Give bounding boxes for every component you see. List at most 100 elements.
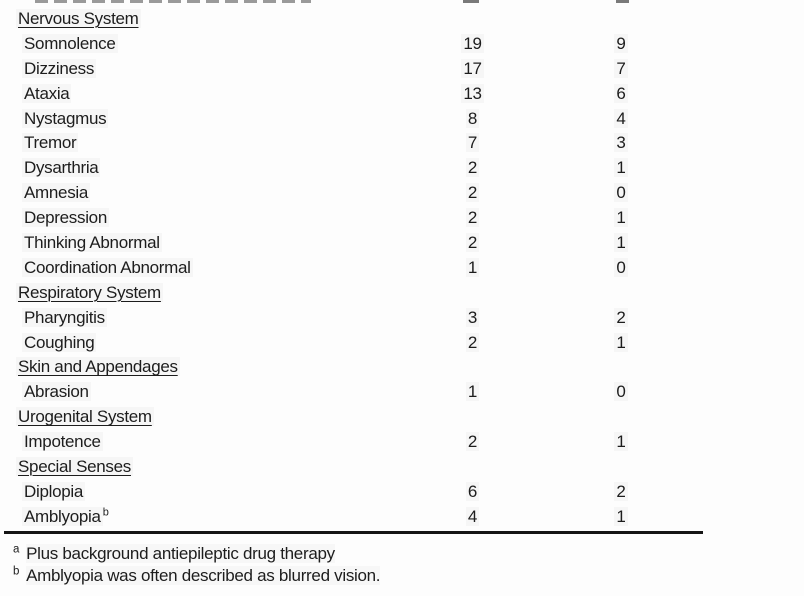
event-label-cell: Diplopia [4, 481, 396, 501]
count-value: 19 [461, 33, 484, 53]
count-cell-c2: 7 [549, 58, 693, 78]
count-cell-c1: 17 [396, 58, 549, 78]
table-rows: Nervous System Somnolence 19 9 Dizziness 17 7 A… [4, 6, 704, 529]
count-cell-c1: 6 [396, 481, 549, 501]
count-value: 3 [465, 307, 480, 327]
section-label: Nervous System [16, 8, 141, 28]
event-row: Impotence 2 1 [4, 429, 704, 454]
count-value: 2 [614, 481, 628, 501]
event-label: Coughing [22, 332, 97, 352]
count-cell-c1: 8 [396, 108, 549, 128]
event-row: Somnolence 19 9 [4, 31, 704, 56]
count-cell-c2: 1 [549, 432, 693, 452]
event-label-cell: Impotence [4, 432, 396, 452]
event-label: Thinking Abnormal [22, 232, 162, 252]
event-label: Pharyngitis [22, 307, 107, 327]
count-cell-c1: 13 [396, 83, 549, 103]
count-value: 1 [465, 382, 480, 402]
footnote-marker: b [13, 565, 20, 578]
count-cell-c1: 3 [396, 307, 549, 327]
section-row: Skin and Appendages [4, 354, 704, 379]
count-cell-c2: 3 [549, 133, 693, 153]
count-value: 13 [461, 83, 484, 103]
count-cell-c1: 2 [396, 432, 549, 452]
event-label-cell: Amnesia [4, 183, 396, 203]
count-cell-c2: 1 [549, 158, 693, 178]
count-value: 4 [614, 108, 628, 128]
section-label-cell: Urogenital System [4, 407, 396, 427]
event-label-cell: Coordination Abnormal [4, 257, 396, 277]
count-cell-c1: 2 [396, 208, 549, 228]
event-label-cell: Coughing [4, 332, 396, 352]
event-row: Tremor 7 3 [4, 130, 704, 155]
footnote-text: Plus background antiepileptic drug thera… [26, 543, 335, 563]
event-label: Coordination Abnormal [22, 257, 193, 277]
event-row: Coordination Abnormal 1 0 [4, 255, 704, 280]
event-label: Diplopia [22, 481, 86, 501]
section-label: Respiratory System [16, 282, 163, 302]
cropped-text-remnant [35, 0, 311, 3]
count-value: 2 [614, 307, 628, 327]
event-row: Pharyngitis 3 2 [4, 305, 704, 330]
event-label-cell: Tremor [4, 133, 396, 153]
count-value: 2 [465, 332, 480, 352]
event-label: Dysarthria [22, 158, 101, 178]
event-row: Dysarthria 2 1 [4, 155, 704, 180]
event-row: Coughing 2 1 [4, 330, 704, 355]
count-value: 4 [465, 506, 480, 526]
event-label: Amnesia [22, 183, 91, 203]
event-label-cell: Somnolence [4, 33, 396, 53]
event-row: Abrasion 1 0 [4, 379, 704, 404]
count-value: 1 [614, 158, 628, 178]
count-value: 1 [614, 506, 628, 526]
count-value: 2 [465, 158, 480, 178]
count-value: 7 [614, 58, 628, 78]
event-label-cell: Abrasion [4, 382, 396, 402]
event-label-cell: Dizziness [4, 58, 396, 78]
count-cell-c1: 7 [396, 133, 549, 153]
count-cell-c2: 4 [549, 108, 693, 128]
event-row: Diplopia 6 2 [4, 479, 704, 504]
count-value: 1 [614, 432, 628, 452]
section-label-cell: Special Senses [4, 456, 396, 476]
section-row: Urogenital System [4, 404, 704, 429]
count-value: 2 [465, 232, 480, 252]
count-value: 2 [465, 208, 480, 228]
count-cell-c2: 2 [549, 307, 693, 327]
event-row: Thinking Abnormal 2 1 [4, 230, 704, 255]
count-value: 17 [461, 58, 484, 78]
event-row: Depression 2 1 [4, 205, 704, 230]
count-cell-c1: 19 [396, 33, 549, 53]
count-value: 0 [614, 382, 628, 402]
count-value: 1 [465, 257, 480, 277]
count-cell-c2: 1 [549, 232, 693, 252]
section-label: Urogenital System [16, 407, 154, 427]
event-label-cell: Amblyopia b [4, 507, 396, 526]
count-cell-c1: 2 [396, 158, 549, 178]
count-cell-c2: 9 [549, 33, 693, 53]
cropped-text-remnant [616, 0, 629, 3]
event-label-cell: Pharyngitis [4, 307, 396, 327]
section-label-cell: Skin and Appendages [4, 357, 396, 377]
count-cell-c2: 1 [549, 332, 693, 352]
event-label: Ataxia [22, 83, 72, 103]
count-cell-c1: 2 [396, 332, 549, 352]
count-value: 3 [614, 133, 628, 153]
event-label-cell: Thinking Abnormal [4, 232, 396, 252]
event-label-cell: Depression [4, 208, 396, 228]
count-cell-c2: 2 [549, 481, 693, 501]
event-row: Ataxia 13 6 [4, 81, 704, 106]
count-cell-c1: 4 [396, 506, 549, 526]
event-label: Tremor [22, 133, 79, 153]
table-bottom-rule [4, 530, 703, 534]
section-label-cell: Respiratory System [4, 282, 396, 302]
count-value: 2 [465, 432, 480, 452]
adverse-events-table: Nervous System Somnolence 19 9 Dizziness 17 7 A… [4, 6, 704, 588]
footnote-marker: a [13, 543, 20, 556]
event-label: Impotence [22, 432, 103, 452]
event-row: Amnesia 2 0 [4, 180, 704, 205]
footnote-text: Amblyopia was often described as blurred… [26, 566, 381, 586]
count-cell-c2: 6 [549, 83, 693, 103]
count-cell-c1: 1 [396, 382, 549, 402]
